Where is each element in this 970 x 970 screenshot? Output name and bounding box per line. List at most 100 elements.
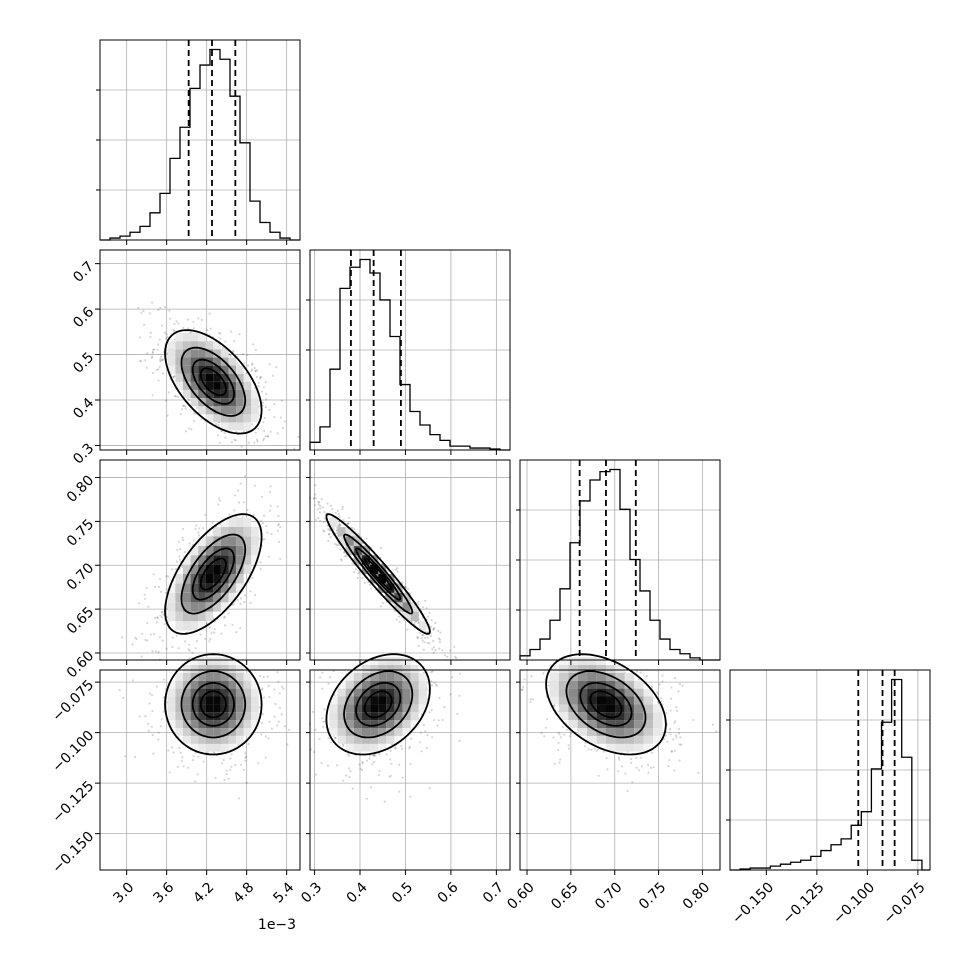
density-cell [213,574,221,584]
sample-point [420,750,423,753]
x-tick-label-p3: −0.100 [830,879,878,927]
contours-p0-p3 [164,653,263,756]
sample-point [261,687,264,690]
sample-point [179,751,182,754]
density-cell [213,341,221,350]
contour-line [199,557,227,591]
sample-point [174,395,177,398]
sample-point [251,576,254,580]
sample-point [157,343,160,346]
density-cell [175,688,183,697]
contours-p1-p3 [325,653,431,756]
sample-point [146,639,149,642]
sample-point [318,501,321,504]
sample-point [323,517,327,520]
sample-point [317,516,320,520]
sample-point [237,797,240,800]
sample-point [384,595,387,598]
sample-point [319,519,322,523]
density-cell [198,389,206,398]
sample-point [268,491,271,494]
density-cell [190,564,199,574]
sample-point [260,721,263,724]
sample-point [438,638,442,641]
sample-point [530,675,533,678]
density-cell [337,688,346,697]
sample-point [543,735,546,738]
density-cell [615,680,625,689]
sample-point [259,376,262,379]
sample-point [711,723,714,726]
sample-point [242,501,245,504]
density-cell [243,414,252,423]
sample-point [429,625,432,628]
sample-point [140,655,143,658]
sample-point [194,751,197,754]
sample-point [583,745,586,748]
density-cell [175,680,183,689]
sample-point [261,401,265,404]
sample-point [360,769,364,772]
density-cell [643,743,653,752]
density-cell [337,527,346,537]
sample-point [417,636,420,639]
sample-point [522,685,525,689]
density-cell [220,545,229,556]
sample-point [149,692,152,695]
sample-point [175,560,179,563]
sample-point [346,522,349,525]
x-tick-label-p2: 0.80 [680,879,713,912]
contour-line [191,547,235,601]
sample-point [210,632,213,635]
sample-point [155,650,158,653]
sample-point [424,599,427,603]
sample-point [372,761,376,764]
density-cell [558,712,569,721]
sample-point [335,532,338,535]
density-cell [236,527,244,537]
sample-point [159,358,162,361]
density-cell [337,712,346,721]
sample-point [456,712,459,716]
sample-point [338,522,341,526]
sample-point [218,331,221,335]
sample-point [198,527,201,530]
sample-point [157,585,160,589]
sample-point [258,377,262,380]
sample-point [330,741,333,744]
y-tick-label-p1: 0.3 [70,440,97,467]
density-cell [190,621,199,631]
sample-point [326,502,329,505]
sample-point [404,585,407,588]
sample-point [195,640,199,643]
density-cell [634,696,644,705]
sample-point [239,482,242,485]
sample-point [176,766,179,769]
sample-point [232,603,235,606]
sample-point [345,555,348,558]
sample-point [335,529,338,532]
sample-point [243,475,247,478]
density-cell [183,602,191,612]
density-cell [329,728,338,736]
sample-point [283,420,286,423]
sample-point [264,735,268,738]
sample-point [414,620,417,623]
density-cell [183,672,191,681]
sample-point [167,575,170,578]
sample-point [151,351,154,354]
sample-point [361,762,364,765]
sample-point [438,647,441,650]
density-cell [370,664,379,673]
sample-point [258,675,261,678]
sample-point [658,683,661,686]
density-cell [337,696,346,705]
sample-point [426,734,429,737]
sample-point [409,762,412,765]
density-cell [418,672,427,681]
sample-point [221,430,224,433]
contours-p2-p3 [545,653,667,756]
sample-point [224,340,227,343]
density-cell [329,696,338,705]
density-cell [386,583,395,593]
